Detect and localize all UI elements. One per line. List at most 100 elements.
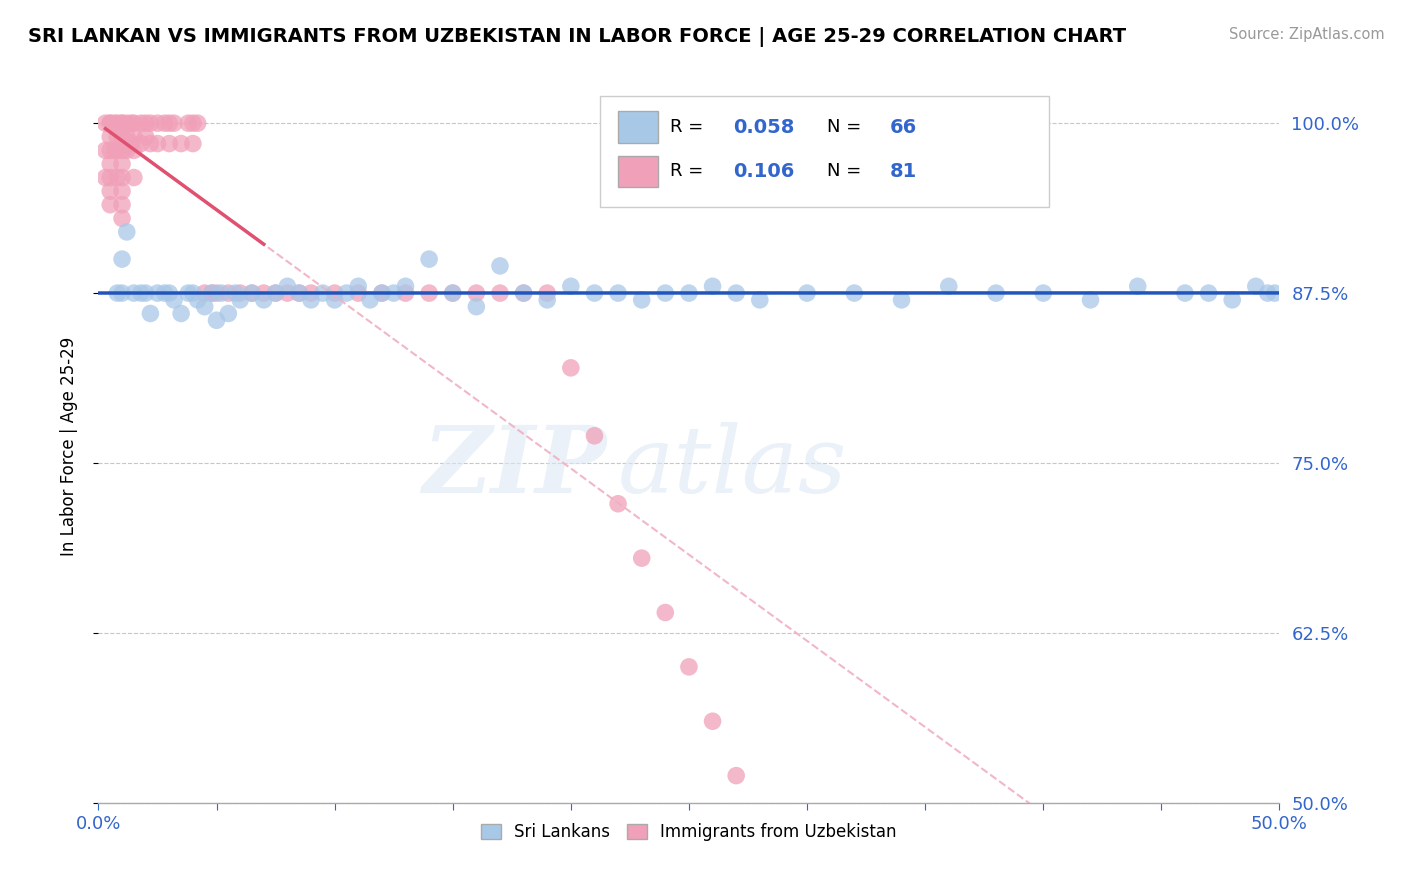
Point [796,286,818,301]
Point [139,136,162,151]
Point [1032,286,1054,301]
Point [607,286,630,301]
Point [194,300,217,314]
Point [654,606,676,620]
Point [105,129,128,144]
Point [177,116,200,130]
Point [129,286,152,301]
Point [111,144,134,158]
Point [890,293,912,307]
Point [98,116,121,130]
Point [187,116,209,130]
Point [122,144,145,158]
Point [98,170,121,185]
Point [312,286,335,301]
Y-axis label: In Labor Force | Age 25-29: In Labor Force | Age 25-29 [59,336,77,556]
Point [177,286,200,301]
Point [129,136,152,151]
Point [725,286,748,301]
Point [1264,286,1286,301]
Point [536,286,558,301]
Point [1080,293,1102,307]
Point [984,286,1007,301]
Point [135,129,157,144]
Point [299,293,322,307]
Point [583,429,606,443]
Point [94,116,117,130]
Point [465,300,488,314]
Point [153,116,176,130]
Point [157,286,180,301]
Point [240,286,263,301]
Point [111,170,134,185]
Point [441,286,464,301]
Point [94,144,117,158]
Point [844,286,866,301]
Point [181,116,204,130]
Point [276,286,298,301]
Point [253,286,276,301]
Point [276,279,298,293]
Point [209,286,232,301]
Point [359,293,381,307]
Point [135,116,157,130]
Text: N =: N = [827,118,868,136]
Point [560,279,582,293]
Point [725,769,748,783]
Point [98,116,121,130]
Text: atlas: atlas [619,423,848,512]
Point [170,306,193,320]
Point [146,136,169,151]
Point [111,252,134,266]
Point [115,225,138,239]
Point [104,144,127,158]
Point [98,144,121,158]
Point [135,286,157,301]
Point [104,116,127,130]
Point [938,279,960,293]
Point [382,286,405,301]
Point [111,198,134,212]
Point [1244,279,1267,293]
Point [194,286,217,301]
Point [157,136,180,151]
Point [335,286,357,301]
Point [115,129,138,144]
Point [630,293,652,307]
Point [229,293,252,307]
Point [201,286,224,301]
Point [94,170,117,185]
Point [217,286,239,301]
Point [205,313,228,327]
Point [146,286,169,301]
Point [122,170,145,185]
Point [299,286,322,301]
Point [607,497,630,511]
Point [105,170,128,185]
FancyBboxPatch shape [619,155,658,187]
Point [1126,279,1149,293]
Point [418,252,440,266]
Point [264,286,287,301]
Point [146,116,169,130]
FancyBboxPatch shape [600,96,1049,207]
Point [105,116,128,130]
Point [702,279,724,293]
Point [105,286,128,301]
Point [630,551,652,566]
Point [105,144,128,158]
Point [371,286,394,301]
Point [465,286,488,301]
Point [347,279,370,293]
Point [111,157,134,171]
Point [748,293,770,307]
Text: R =: R = [671,118,709,136]
Point [98,129,121,144]
Point [157,116,180,130]
Point [111,211,134,226]
Point [122,286,145,301]
Point [181,286,204,301]
Point [371,286,394,301]
Point [98,157,121,171]
Point [98,198,121,212]
